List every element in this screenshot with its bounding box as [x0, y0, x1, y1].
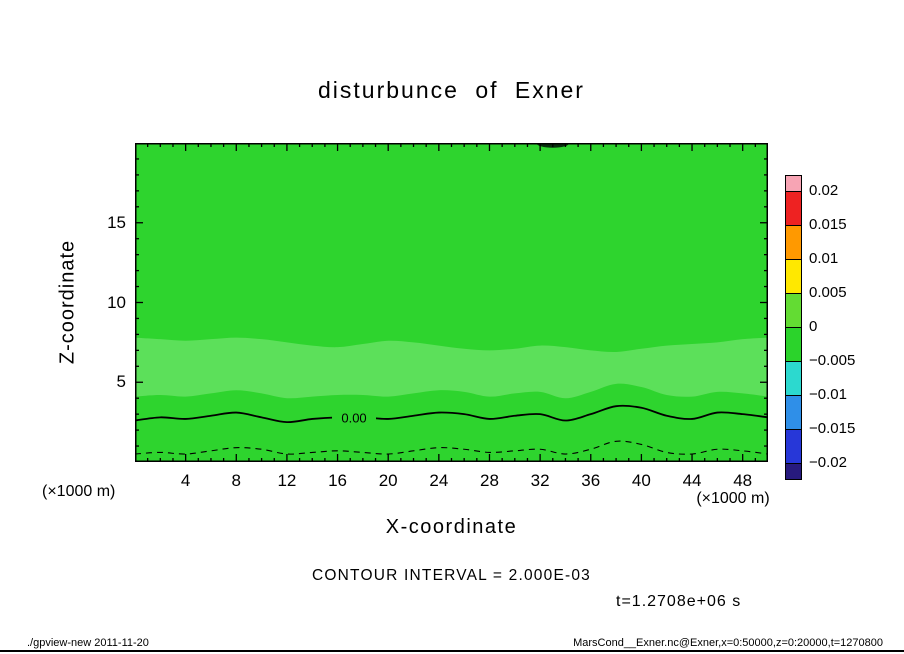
footer-program-info: ./gpview-new 2011-11-20 — [27, 637, 149, 649]
x-tick-label: 44 — [682, 471, 702, 490]
colorbar-label: 0.02 — [809, 182, 839, 199]
chart-title: disturbunce of Exner — [318, 77, 585, 103]
colorbar-label: −0.01 — [809, 386, 847, 403]
zero-contour-label: 0.00 — [341, 410, 366, 425]
y-axis-title: Z-coordinate — [56, 239, 79, 365]
x-tick-label: 48 — [733, 471, 753, 490]
x-tick-label: 28 — [480, 471, 499, 490]
colorbar-label: 0.01 — [809, 250, 839, 267]
y-tick-label: 15 — [107, 212, 126, 232]
colorbar-segment — [785, 463, 802, 480]
zero-contour-line — [135, 404, 768, 424]
x-tick-label: 4 — [180, 471, 191, 490]
colorbar-label: −0.015 — [809, 420, 856, 437]
colorbar-label: 0.005 — [809, 284, 847, 301]
x-tick-label: 32 — [530, 471, 550, 490]
colorbar-segment — [785, 225, 802, 260]
colorbar — [785, 175, 802, 480]
x-tick-label: 12 — [277, 471, 297, 490]
colorbar-segment — [785, 395, 802, 430]
x-tick-label: 20 — [378, 471, 398, 490]
colorbar-segment — [785, 361, 802, 396]
colorbar-segment — [785, 429, 802, 464]
bottom-divider — [0, 650, 904, 652]
x-axis-units-label: (×1000 m) — [696, 490, 770, 507]
contour-interval-note: CONTOUR INTERVAL = 2.000E-03 — [312, 567, 591, 584]
x-tick-label: 36 — [581, 471, 601, 490]
colorbar-segment — [785, 175, 802, 192]
colorbar-segment — [785, 293, 802, 328]
colorbar-label: 0.015 — [809, 216, 847, 233]
y-axis-units-label: (×1000 m) — [42, 483, 116, 500]
time-stamp: t=1.2708e+06 s — [616, 593, 742, 610]
colorbar-label: 0 — [809, 318, 818, 335]
colorbar-label: −0.005 — [809, 352, 856, 369]
negative-contour-line — [135, 440, 768, 455]
contour-plot-area: 0.00 — [135, 143, 768, 462]
x-tick-label: 8 — [231, 471, 241, 490]
x-tick-label: 16 — [328, 471, 347, 490]
y-tick-label: 10 — [107, 292, 126, 312]
colorbar-segment — [785, 327, 802, 362]
zero-contour-label-gap — [332, 409, 377, 426]
x-axis-title: X-coordinate — [385, 516, 518, 538]
colorbar-label: −0.02 — [809, 454, 847, 471]
footer-file-info: MarsCond__Exner.nc@Exner,x=0:50000,z=0:2… — [573, 637, 883, 649]
y-tick-label: 5 — [116, 372, 126, 392]
colorbar-segment — [785, 191, 802, 226]
colorbar-segment — [785, 259, 802, 294]
x-tick-label: 24 — [429, 471, 449, 490]
field-background — [135, 143, 768, 462]
x-tick-label: 40 — [631, 471, 651, 490]
tone-band — [135, 337, 768, 399]
